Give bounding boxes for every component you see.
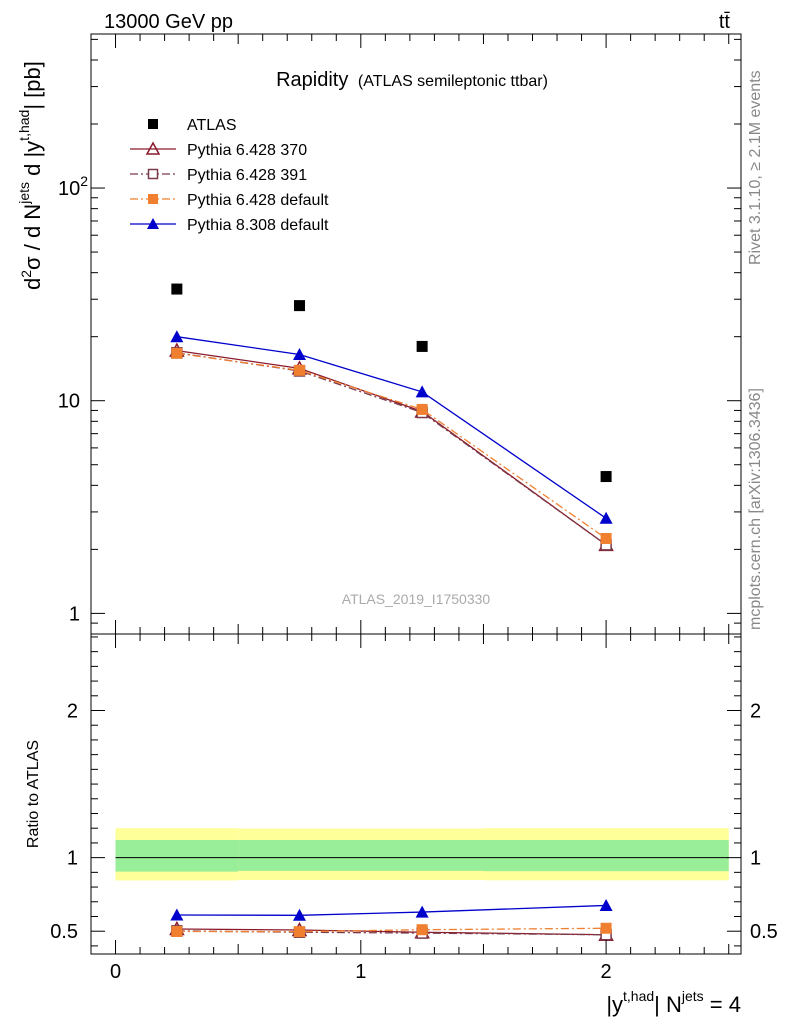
ratio-series-2-point-1 <box>293 926 305 938</box>
main-series-2-line <box>176 352 607 546</box>
rivet-label: Rivet 3.1.10, ≥ 2.1M events <box>747 70 764 265</box>
legend-label-4: Pythia 8.308 default <box>187 217 329 234</box>
main-title: Rapidity (ATLAS semileptonic ttbar) <box>276 69 548 91</box>
main-series-3-point-2 <box>416 403 428 415</box>
main-y-tick-label-exponent: 2 <box>80 173 88 189</box>
energy-label: 13000 GeV pp <box>104 11 233 33</box>
ratio-series-2-line <box>176 927 607 933</box>
legend-marker-0 <box>148 119 158 129</box>
legend-marker-2 <box>147 168 159 180</box>
ylabel-unit: | [pb] <box>20 61 45 110</box>
ratio-panel: 0.5 0.5 1 1 2 2 0 1 2 Ratio to ATLAS |yt,had| Nj… <box>25 633 778 1017</box>
legend-label-3: Pythia 6.428 default <box>187 192 329 209</box>
main-series-4-point-3 <box>599 511 613 524</box>
main-series-3-line <box>176 352 607 540</box>
ratio-y-tick-label-right: 2 <box>750 701 761 723</box>
ratio-frame <box>90 633 742 955</box>
main-series-4-point-0 <box>170 330 184 343</box>
ylabel-sigma: σ / d N <box>20 204 45 270</box>
ratio-series-3-line <box>176 904 607 916</box>
legend-label-2: Pythia 6.428 391 <box>187 167 307 184</box>
xlabel-sup-thad: t,had <box>623 988 654 1004</box>
ratio-y-axis-label: Ratio to ATLAS <box>25 740 42 848</box>
main-series-4-line <box>176 336 607 519</box>
main-series-0-point-2 <box>416 340 428 352</box>
ratio-y-tick-label-left: 0.5 <box>50 921 78 943</box>
main-series-4-point-2 <box>415 385 429 398</box>
x-tick-label: 0 <box>110 961 121 983</box>
title: Rapidity <box>276 69 348 91</box>
ratio-y-tick-label-right: 1 <box>750 848 761 870</box>
xlabel-sup-jets: jets <box>681 988 704 1004</box>
legend-marker-3 <box>148 194 158 204</box>
band-stat-1 <box>238 839 484 871</box>
xlabel-n: | N <box>654 992 682 1017</box>
ylabel-sup-jets: jets <box>16 182 32 205</box>
ratio-series-2-point-0 <box>171 925 183 937</box>
process-label: tt̄ <box>719 11 731 33</box>
x-tick-label: 2 <box>601 961 612 983</box>
legend-marker-1 <box>145 141 161 155</box>
ylabel-sup-thad: t,had <box>16 110 32 141</box>
analysis-watermark: ATLAS_2019_I1750330 <box>342 591 491 607</box>
main-series-1-line <box>176 349 607 546</box>
main-series-3-point-0 <box>171 347 183 359</box>
main-y-tick-label: 10 <box>58 391 80 413</box>
main-y-tick-label: 102 <box>58 173 88 200</box>
ratio-series-2-point-3 <box>600 922 612 934</box>
ylabel-dy: d |y <box>20 141 45 182</box>
x-tick-label: 1 <box>355 961 366 983</box>
ratio-series-3-point-3 <box>599 898 613 911</box>
legend-label-1: Pythia 6.428 370 <box>187 142 307 159</box>
xlabel-eq: = 4 <box>704 992 741 1017</box>
mcplots-label: mcplots.cern.ch [arXiv:1306.3436] <box>747 388 764 630</box>
ratio-y-tick-label-left: 2 <box>67 701 78 723</box>
main-series-0-point-3 <box>600 471 612 483</box>
legend-label-0: ATLAS <box>187 117 237 134</box>
legend-marker-4 <box>147 218 159 229</box>
main-y-axis-label: d2σ / d Njets d |yt,had| [pb] <box>16 61 45 290</box>
ratio-series-1-line <box>176 930 607 936</box>
ratio-series-3-point-0 <box>170 908 184 921</box>
ylabel-sup-2: 2 <box>18 270 34 278</box>
legend: ATLAS Pythia 6.428 370 Pythia 6.428 391 Pyt… <box>130 117 329 234</box>
ratio-series-3-point-1 <box>292 908 306 921</box>
ratio-series-3-point-2 <box>415 905 429 918</box>
ratio-y-tick-label-left: 1 <box>67 848 78 870</box>
band-stat-2 <box>483 839 729 872</box>
main-y-tick-label-base: 10 <box>58 178 80 200</box>
band-stat-0 <box>115 839 239 872</box>
ylabel-d: d <box>20 278 45 290</box>
x-axis-label: |yt,had| Njets = 4 <box>606 988 741 1017</box>
main-series-3-point-3 <box>600 532 612 544</box>
main-series-0-point-1 <box>293 300 305 312</box>
subtitle: (ATLAS semileptonic ttbar) <box>358 73 548 90</box>
main-series-0-point-0 <box>171 283 183 295</box>
main-series-3-point-1 <box>293 364 305 376</box>
xlabel-y: |y <box>606 992 623 1017</box>
ratio-series-2-point-2 <box>416 924 428 936</box>
main-series-4-point-1 <box>292 347 306 360</box>
ratio-y-tick-label-right: 0.5 <box>750 921 778 943</box>
main-y-tick-label: 1 <box>69 603 80 625</box>
